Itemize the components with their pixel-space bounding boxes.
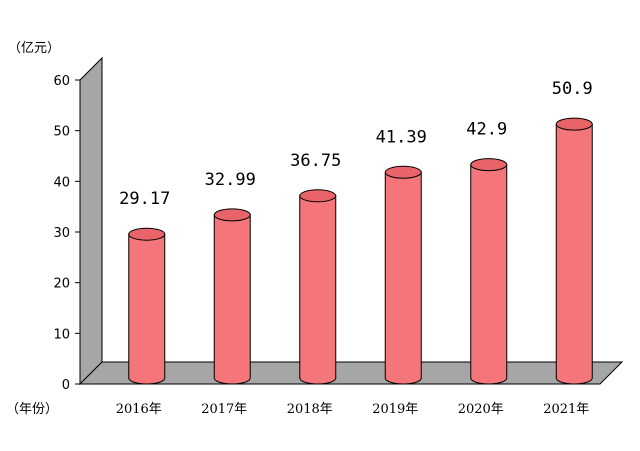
data-label: 50.9 — [552, 79, 593, 99]
chart-back-wall — [79, 56, 103, 386]
data-label: 42.9 — [466, 120, 507, 140]
bar-top — [384, 165, 422, 179]
bar-top — [299, 189, 337, 203]
data-label: 32.99 — [205, 170, 256, 190]
y-axis-unit-label: （亿元） — [8, 41, 60, 56]
bar-body — [384, 171, 422, 385]
y-tick-label: 60 — [53, 74, 70, 89]
data-label: 41.39 — [376, 127, 427, 147]
x-tick-label: 2021年 — [543, 402, 589, 417]
x-axis-unit-label: （年份） — [6, 402, 58, 417]
bar — [384, 165, 422, 385]
x-tick-label: 2019年 — [372, 402, 418, 417]
y-tick-label: 40 — [53, 175, 70, 190]
y-tick-label: 30 — [53, 226, 70, 241]
data-label: 36.75 — [290, 151, 341, 171]
bar-body — [470, 164, 508, 385]
bar-body — [128, 233, 166, 385]
data-label: 29.17 — [119, 189, 170, 209]
x-tick-label: 2017年 — [201, 402, 247, 417]
bar — [555, 117, 593, 385]
x-tick-label: 2016年 — [116, 402, 162, 417]
x-tick-label: 2020年 — [458, 402, 504, 417]
bar-body — [555, 123, 593, 385]
bar-top — [128, 227, 166, 241]
y-tick-label: 0 — [62, 378, 70, 393]
bar-top — [470, 158, 508, 172]
bar-top — [213, 208, 251, 222]
x-tick-label: 2018年 — [287, 402, 333, 417]
bar-body — [213, 214, 251, 385]
bar-body — [299, 195, 337, 385]
y-tick-label: 10 — [53, 327, 70, 342]
y-tick-label: 50 — [53, 125, 70, 140]
bar — [470, 158, 508, 385]
y-tick-label: 20 — [53, 277, 70, 292]
bar-top — [555, 117, 593, 131]
bar — [299, 189, 337, 385]
bar — [213, 208, 251, 385]
bar — [128, 227, 166, 385]
